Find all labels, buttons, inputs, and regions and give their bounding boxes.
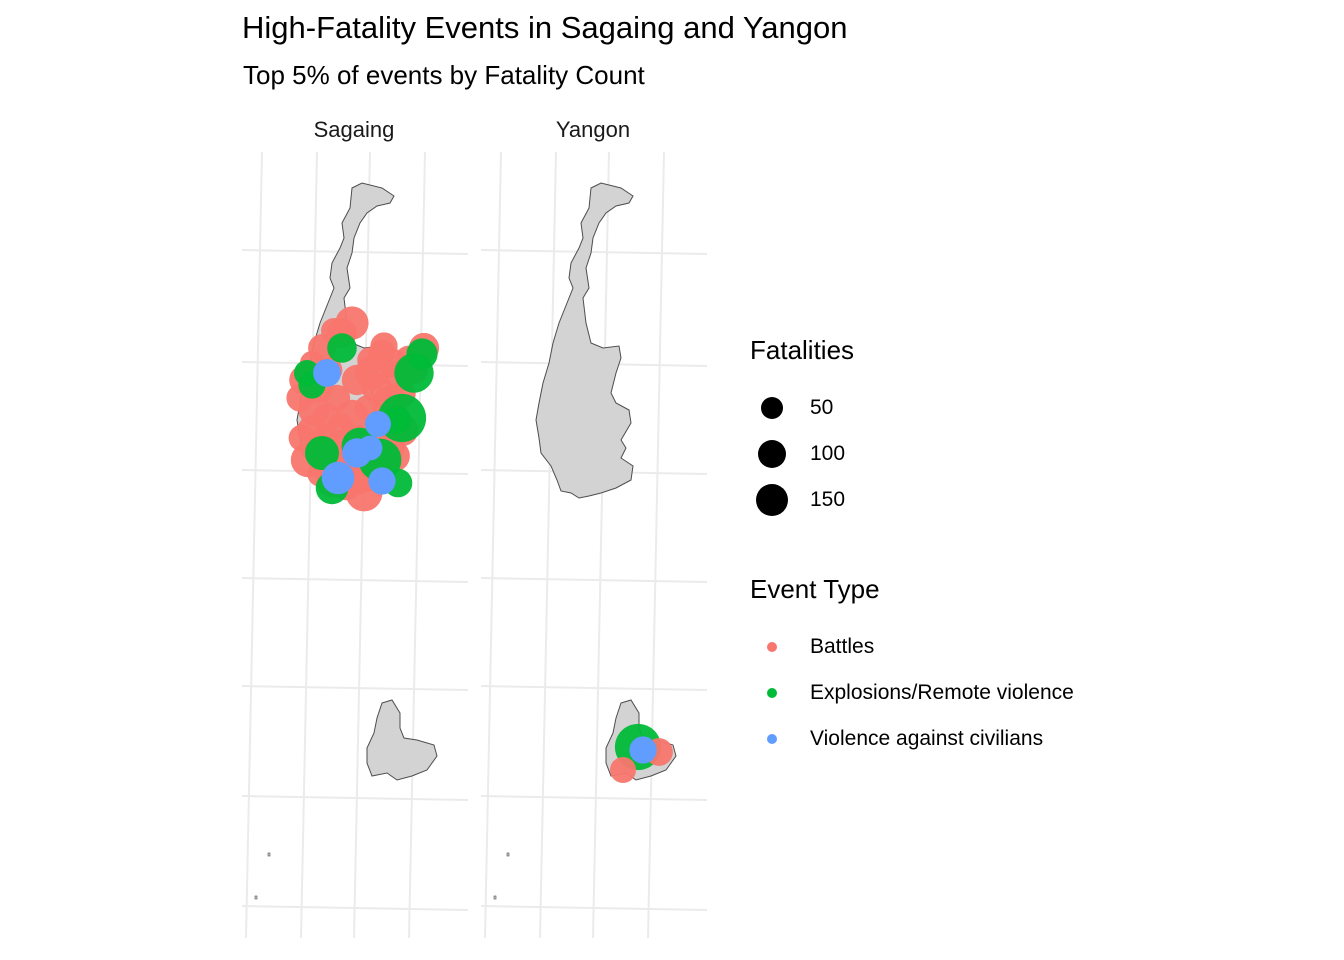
island-speck [506,852,510,857]
legend-color-label: Explosions/Remote violence [810,681,1074,704]
graticule [480,151,708,939]
legend-fatalities-title: Fatalities [750,335,855,365]
event-point [610,757,636,783]
legend-color-label: Battles [810,635,875,658]
graticule-parallel [241,795,469,801]
legend-size-circle [756,484,788,516]
facet-label-yangon: Yangon [555,117,631,142]
graticule-parallel [241,249,469,255]
graticule-parallel [241,685,469,691]
island-speck [254,895,258,900]
graticule-parallel [480,685,708,691]
map-panel-sagaing [241,151,469,939]
event-point [327,333,357,363]
legend-event-type-title: Event Type [750,574,880,604]
legend-size-label: 150 [810,488,846,511]
graticule-meridian [539,151,557,939]
event-point [313,359,341,387]
event-point [341,364,373,396]
graticule-meridian [647,151,665,939]
legend-color-row: Violence against civilians [750,717,1043,763]
graticule-meridian [353,151,371,939]
legend-size-label: 100 [810,442,846,465]
legend-color-dot [767,734,777,744]
event-point [370,332,398,360]
chart-title: High-Fatality Events in Sagaing and Yang… [242,10,848,45]
event-point [305,436,339,470]
island-speck [493,895,497,900]
legend-fatalities: Fatalities 50 100 150 [750,335,854,524]
legend-size-row: 50 [750,386,854,432]
legend-color-row: Battles [750,625,880,671]
legend-color-key [767,734,777,744]
event-point [357,435,383,461]
graticule [241,151,469,939]
graticule-parallel [480,249,708,255]
graticule-parallel [480,905,708,911]
legend-size-key [758,440,786,468]
map-panel-yangon [480,151,708,939]
region-sagaing-mainland [535,182,634,499]
graticule-parallel [241,905,469,911]
legend-size-key [761,397,783,419]
event-point [321,461,355,495]
event-point [368,467,396,495]
event-point [335,306,369,340]
legend-color-row: Explosions/Remote violence [750,671,1074,717]
legend-color-key [767,688,777,698]
legend-color-key [767,642,777,652]
legend-event-type: Event Type Battles Explosions/Remote vio… [750,574,1074,763]
island-speck [267,852,271,857]
graticule-meridian [300,151,318,939]
graticule-parallel [480,577,708,583]
legend-size-label: 50 [810,396,834,419]
graticule-meridian [592,151,610,939]
event-point [406,338,438,370]
legend-size-row: 100 [750,432,854,478]
chart-subtitle: Top 5% of events by Fatality Count [243,60,645,90]
event-point [365,411,391,437]
graticule-parallel [241,577,469,583]
graticule-meridian [408,151,426,939]
legend-color-label: Violence against civilians [810,727,1044,750]
region-yangon [366,699,438,781]
facet-label-sagaing: Sagaing [313,117,395,142]
legend-color-dot [767,688,777,698]
graticule-meridian [245,151,263,939]
legend-size-circle [761,397,783,419]
legend-color-dot [767,642,777,652]
graticule-parallel [480,795,708,801]
graticule-meridian [484,151,502,939]
legend-size-row: 150 [750,478,854,524]
legend-size-circle [758,440,786,468]
legend-size-key [756,484,788,516]
event-point [629,736,657,764]
